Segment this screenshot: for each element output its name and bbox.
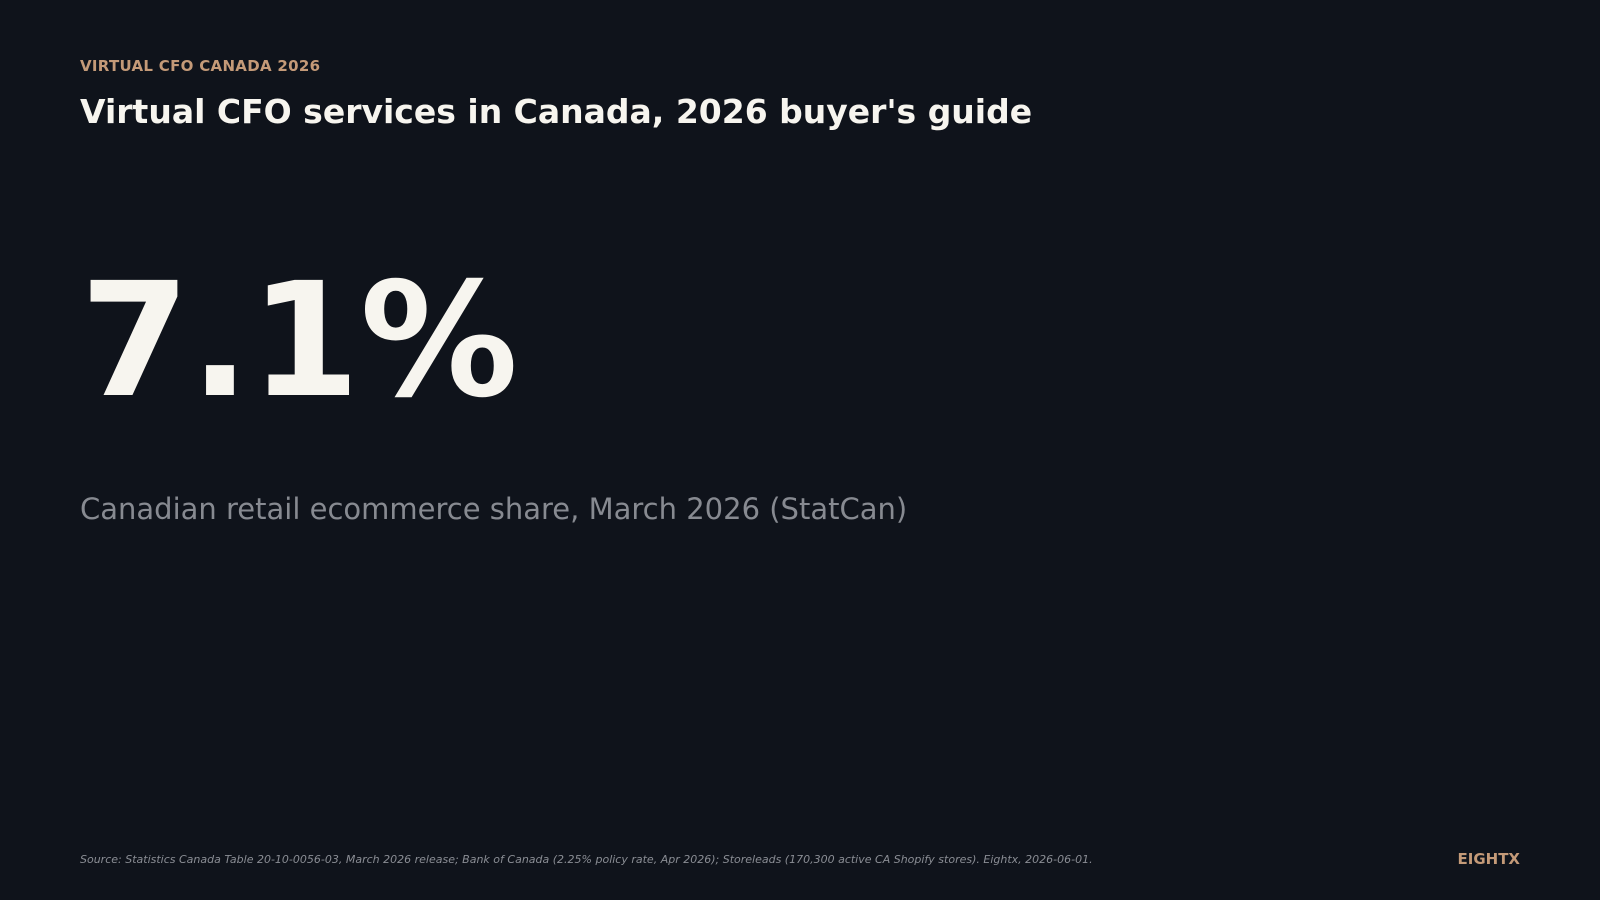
headline-stat-caption: Canadian retail ecommerce share, March 2… [80,492,908,526]
page-title: Virtual CFO services in Canada, 2026 buy… [80,92,1033,131]
source-footnote: Source: Statistics Canada Table 20-10-00… [80,853,1093,866]
eyebrow-label: VIRTUAL CFO CANADA 2026 [80,57,321,75]
headline-stat-value: 7.1% [80,249,519,433]
brand-logo: EIGHTX [1457,850,1521,868]
